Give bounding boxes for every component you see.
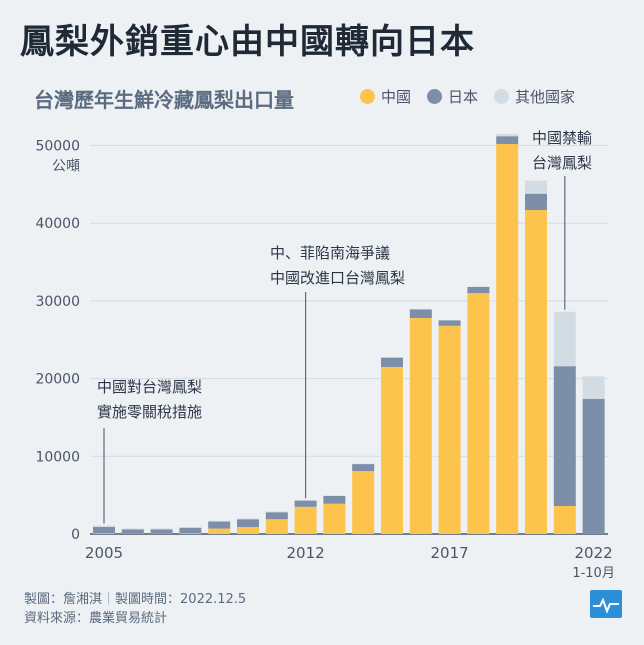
bar-segment-china (409, 318, 432, 534)
x-tick-label: 2005 (85, 544, 123, 562)
y-tick-label: 20000 (35, 372, 80, 388)
x-tick-sublabel: 1-10月 (572, 566, 615, 580)
bar-segment-other (121, 528, 144, 530)
bar-segment-china (467, 293, 490, 534)
bar-segment-japan (553, 366, 576, 507)
bar-segment-japan (294, 500, 317, 507)
legend-item-china: 中國 (360, 86, 411, 107)
legend: 中國 日本 其他國家 (360, 86, 575, 107)
annotation-text: 中、菲陷南海爭議 (270, 244, 390, 262)
brand-logo-icon (590, 590, 622, 618)
bar-segment-japan (93, 527, 115, 534)
footer-source: 資料來源：農業貿易統計 (24, 611, 168, 626)
bar-segment-china (323, 503, 346, 534)
chart-subtitle: 台灣歷年生鮮冷藏鳳梨出口量 (34, 88, 294, 112)
chart-title: 鳳梨外銷重心由中國轉向日本 (20, 22, 475, 62)
footer-line-1: 製圖：詹湘淇｜製圖時間：2022.12.5 (24, 590, 246, 609)
x-tick-label: 2012 (287, 544, 325, 562)
bar-segment-other (496, 133, 519, 137)
annotation-text: 中國禁輸 (532, 129, 592, 147)
bar-segment-other (525, 180, 547, 194)
legend-label-china: 中國 (381, 88, 412, 106)
bar-segment-china (496, 143, 519, 534)
annotation-text: 台灣鳳梨 (532, 154, 592, 172)
bar-segment-other (208, 520, 231, 522)
bar-segment-other (93, 525, 115, 528)
bar-segment-china (381, 366, 403, 534)
legend-item-japan: 日本 (427, 86, 478, 107)
bar-segment-china (237, 527, 259, 534)
y-tick-label: 30000 (35, 294, 80, 310)
bar-segment-japan (525, 193, 547, 211)
bar-segment-china (352, 471, 375, 534)
x-tick-label: 2022 (575, 544, 613, 562)
bar-segment-other (265, 511, 288, 513)
bar-segment-japan (208, 521, 231, 529)
x-tick-label: 2017 (431, 544, 469, 562)
bar-segment-japan (237, 519, 259, 528)
bar-segment-japan (323, 495, 346, 504)
footer-separator: ｜ (102, 592, 116, 607)
bar-segment-japan (467, 286, 490, 294)
footer: 製圖：詹湘淇｜製圖時間：2022.12.5 資料來源：農業貿易統計 (24, 590, 246, 628)
bar-segment-other (179, 527, 202, 528)
bar-segment-china (208, 528, 231, 534)
y-tick-label: 40000 (35, 216, 80, 232)
bar-segment-china (438, 325, 461, 534)
bar-segment-china (553, 506, 576, 534)
legend-label-other: 其他國家 (515, 88, 576, 106)
bar-segment-japan (496, 136, 519, 144)
footer-author: 製圖：詹湘淇 (24, 592, 103, 607)
bar-segment-china (525, 210, 547, 534)
bar-segment-japan (352, 464, 375, 472)
bar-segment-japan (265, 512, 288, 520)
annotation-text: 中國對台灣鳳梨 (97, 378, 202, 396)
legend-swatch-japan (427, 89, 443, 104)
bar-segment-other (553, 311, 576, 367)
bar-segment-china (265, 519, 288, 534)
annotation-text: 實施零關稅措施 (97, 403, 202, 421)
bar-segment-japan (179, 527, 202, 534)
bar-segment-china (93, 533, 115, 534)
legend-swatch-other (494, 89, 510, 104)
y-tick-label: 50000 (35, 139, 80, 155)
y-axis-unit-label: 公噸 (52, 159, 80, 175)
bar-segment-china (294, 506, 317, 534)
bar-segment-japan (121, 529, 144, 534)
bar-segment-japan (409, 309, 432, 319)
legend-item-other: 其他國家 (494, 86, 575, 107)
y-tick-label: 10000 (35, 449, 80, 465)
bar-segment-japan (150, 529, 173, 534)
bar-chart: 0 10000 20000 30000 40000 50000 公噸中國對台灣鳳梨實施零關稅… (35, 129, 615, 580)
legend-label-japan: 日本 (448, 88, 479, 106)
bar-segment-china (179, 533, 202, 534)
y-tick-label: 0 (71, 527, 80, 543)
legend-swatch-china (360, 89, 375, 104)
bar-segment-japan (438, 320, 461, 326)
bar-segment-japan (582, 398, 605, 534)
footer-date: 製圖時間：2022.12.5 (115, 592, 247, 607)
annotation-text: 中國改進口台灣鳳梨 (270, 269, 405, 287)
bar-segment-other (582, 376, 605, 399)
bar-segment-other (237, 518, 259, 520)
bar-segment-japan (381, 357, 403, 367)
bar-segment-other (150, 528, 173, 530)
